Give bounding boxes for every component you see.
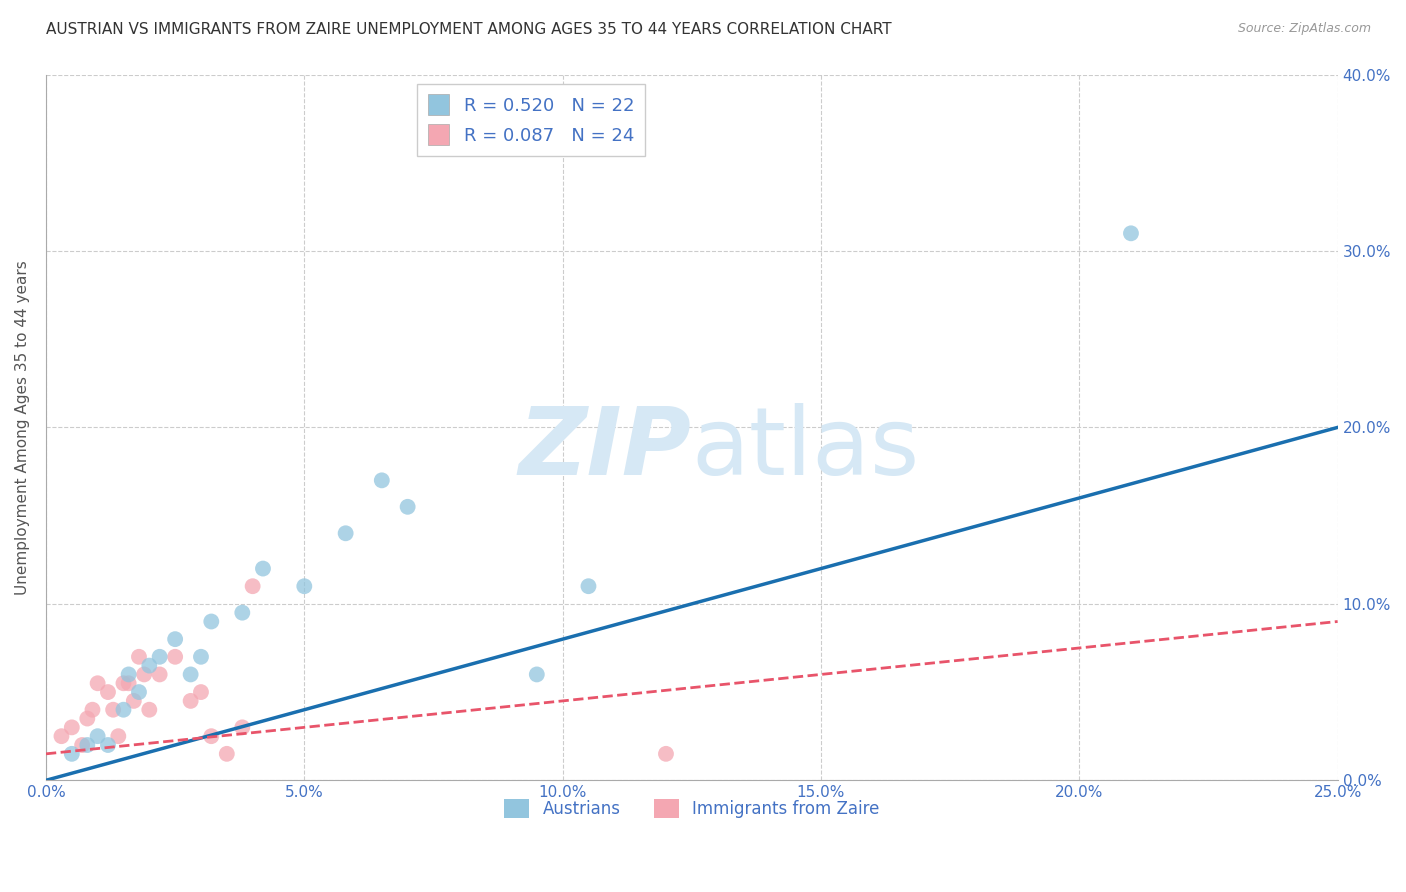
Point [117, 676, 139, 690]
Point [51, 729, 73, 743]
Point [252, 561, 274, 575]
Point [165, 649, 187, 664]
Text: ZIP: ZIP [519, 402, 692, 494]
Point [292, 579, 315, 593]
Point [86, 676, 108, 690]
Point [107, 729, 129, 743]
Point [86, 729, 108, 743]
Point [112, 676, 135, 690]
Point [60, 720, 83, 734]
Point [97, 685, 120, 699]
Point [101, 703, 124, 717]
Point [138, 703, 160, 717]
Point [231, 720, 253, 734]
Point [180, 694, 202, 708]
Point [149, 649, 172, 664]
Point [138, 658, 160, 673]
Point [371, 474, 394, 488]
Point [149, 667, 172, 681]
Point [60, 747, 83, 761]
Point [578, 579, 600, 593]
Text: atlas: atlas [692, 402, 920, 494]
Point [335, 526, 357, 541]
Text: AUSTRIAN VS IMMIGRANTS FROM ZAIRE UNEMPLOYMENT AMONG AGES 35 TO 44 YEARS CORRELA: AUSTRIAN VS IMMIGRANTS FROM ZAIRE UNEMPL… [46, 22, 891, 37]
Point [128, 649, 150, 664]
Point [200, 615, 222, 629]
Text: Source: ZipAtlas.com: Source: ZipAtlas.com [1237, 22, 1371, 36]
Point [117, 667, 139, 681]
Point [180, 667, 202, 681]
Point [200, 729, 222, 743]
Point [655, 747, 678, 761]
Legend: Austrians, Immigrants from Zaire: Austrians, Immigrants from Zaire [498, 792, 886, 825]
Point [190, 685, 212, 699]
Point [76, 738, 98, 752]
Point [112, 703, 135, 717]
Point [215, 747, 238, 761]
Y-axis label: Unemployment Among Ages 35 to 44 years: Unemployment Among Ages 35 to 44 years [15, 260, 30, 595]
Point [396, 500, 419, 514]
Point [190, 649, 212, 664]
Point [76, 712, 98, 726]
Point [165, 632, 187, 647]
Point [122, 694, 145, 708]
Point [242, 579, 264, 593]
Point [231, 606, 253, 620]
Point [526, 667, 548, 681]
Point [128, 685, 150, 699]
Point [82, 703, 104, 717]
Point [1119, 227, 1142, 241]
Point [97, 738, 120, 752]
Point [70, 738, 93, 752]
Point [134, 667, 156, 681]
